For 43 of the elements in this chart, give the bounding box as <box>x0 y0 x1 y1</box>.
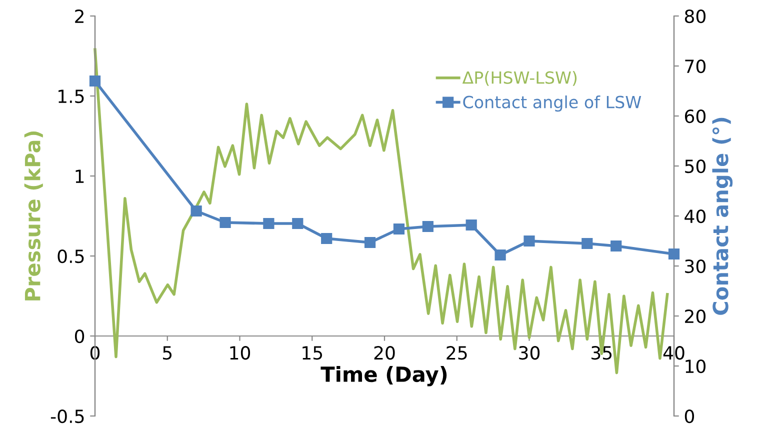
point <box>190 205 202 217</box>
x-axis-title: Time (Day) <box>320 366 447 386</box>
legend-label: Contact angle of LSW <box>463 95 642 112</box>
x-tick-label: 10 <box>230 346 250 360</box>
x-tick-label: 20 <box>374 346 395 360</box>
y-tick-label: -0.5 <box>50 409 84 424</box>
point <box>263 218 274 230</box>
y2-tick-label: 0 <box>684 409 694 424</box>
legend-label: ΔP(HSW-LSW) <box>462 71 577 86</box>
y-axis-title: Pressure (kPa) <box>24 131 43 300</box>
point <box>393 223 405 235</box>
y-tick-label: 1 <box>76 170 84 183</box>
point <box>89 75 101 87</box>
x-tick-label: 25 <box>446 346 467 360</box>
y2-tick-label: 10 <box>686 359 706 374</box>
point <box>321 232 332 244</box>
point <box>466 219 477 231</box>
point <box>422 220 434 232</box>
y2-tick-label: 40 <box>684 209 706 224</box>
point <box>364 236 376 248</box>
y-tick-label: 0 <box>74 329 84 344</box>
point <box>668 248 680 260</box>
y2-axis-title: Contact angle (°) <box>712 118 733 315</box>
x-tick-label: 40 <box>663 346 684 360</box>
point <box>494 249 506 261</box>
point <box>220 216 231 228</box>
point <box>610 240 622 252</box>
y2-tick-label: 60 <box>684 109 706 124</box>
x-tick-label: 5 <box>163 346 172 360</box>
x-tick-label: 15 <box>302 346 322 360</box>
y-tick-label: 2 <box>75 9 84 23</box>
x-tick-label: 35 <box>592 346 612 360</box>
y2-tick-label: 20 <box>685 309 706 324</box>
point <box>292 218 304 230</box>
y-tick-label: 0.5 <box>58 249 84 264</box>
y2-tick-label: 80 <box>684 9 706 24</box>
y2-tick-label: 50 <box>685 159 706 174</box>
x-tick-label: 30 <box>519 346 540 360</box>
y2-tick-label: 30 <box>685 259 706 274</box>
point <box>582 238 593 250</box>
y-tick-label: 1.5 <box>58 90 84 104</box>
point <box>524 235 535 247</box>
y2-tick-label: 70 <box>685 59 706 74</box>
